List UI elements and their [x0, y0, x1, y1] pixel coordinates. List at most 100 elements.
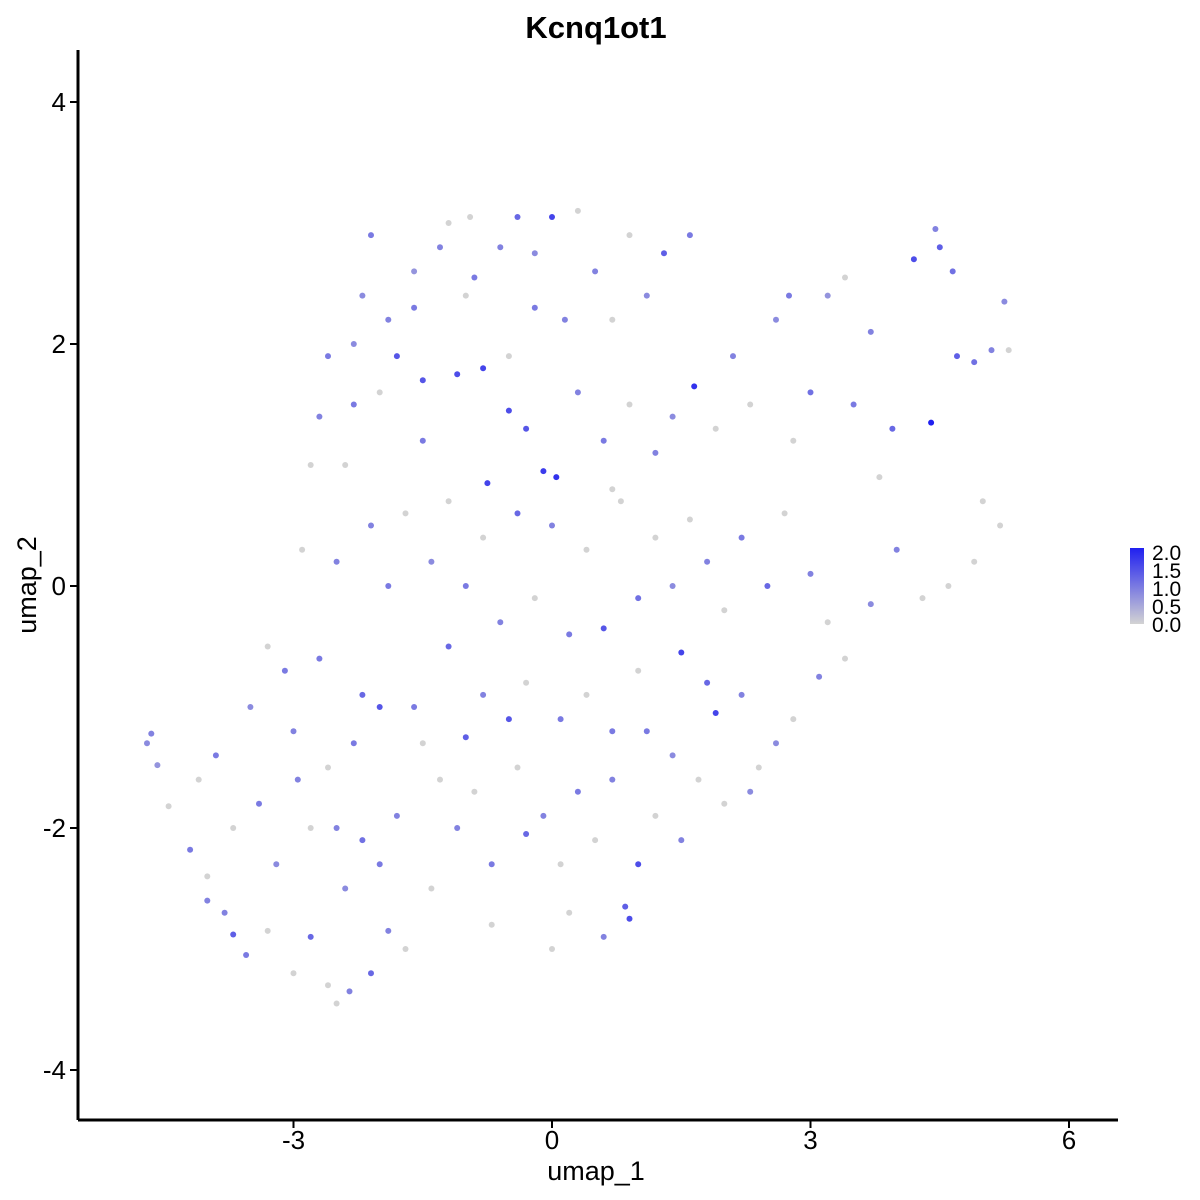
cell-point	[583, 546, 590, 553]
cell-point	[574, 207, 581, 214]
cell-point	[773, 316, 779, 323]
cell-point	[419, 377, 426, 384]
cell-point	[652, 534, 659, 541]
cell-point	[505, 353, 512, 360]
cell-point	[333, 1000, 340, 1007]
cell-point	[635, 861, 642, 868]
cell-point	[652, 812, 659, 819]
cell-point	[807, 570, 814, 577]
cell-point	[531, 304, 538, 311]
cell-point	[454, 371, 461, 378]
cell-point	[294, 776, 301, 783]
cell-point	[695, 776, 702, 783]
cell-point	[325, 764, 331, 771]
y-ticks: -4 -2 0 2 4	[43, 87, 78, 1085]
cell-point	[342, 462, 349, 468]
y-tick-label: -2	[43, 813, 66, 843]
cell-point	[350, 401, 357, 408]
cell-point	[264, 643, 271, 650]
cell-point	[531, 595, 538, 602]
cell-point	[471, 788, 478, 795]
cell-point	[1001, 298, 1008, 305]
cell-point	[592, 837, 599, 844]
cell-point	[549, 522, 555, 529]
legend-colorbar	[1130, 548, 1144, 624]
cell-point	[669, 413, 676, 420]
cell-point	[154, 762, 161, 769]
y-tick-label: 0	[52, 571, 66, 601]
cell-point	[721, 800, 728, 807]
cell-point	[428, 558, 435, 565]
cell-point	[385, 316, 392, 323]
cell-point	[686, 516, 693, 523]
cell-point	[669, 752, 676, 759]
cell-point	[462, 734, 469, 741]
cell-point	[325, 353, 331, 360]
cell-point	[230, 931, 237, 938]
cell-point	[437, 776, 443, 783]
cell-point	[290, 728, 297, 735]
chart-title: Kcnq1ot1	[525, 10, 666, 45]
cell-point	[247, 704, 254, 710]
cell-point	[730, 353, 736, 360]
cell-point	[773, 740, 779, 747]
legend-labels: 0.00.51.01.52.0	[1152, 542, 1181, 637]
cell-point	[299, 546, 306, 553]
cell-point	[144, 740, 150, 747]
cell-point	[480, 534, 487, 541]
y-tick-label: 4	[52, 87, 66, 117]
cell-point	[333, 558, 340, 565]
cell-point	[609, 776, 616, 783]
cell-point	[600, 625, 607, 632]
cell-point	[531, 250, 538, 257]
cell-point	[971, 359, 978, 366]
cell-point	[514, 764, 521, 771]
cell-point	[488, 861, 495, 868]
cell-point	[949, 268, 956, 275]
cell-point	[307, 825, 314, 831]
cell-point	[523, 425, 530, 432]
cell-point	[910, 256, 917, 263]
x-tick-label: -3	[282, 1125, 305, 1155]
cell-point	[781, 510, 788, 517]
cell-point	[505, 716, 512, 723]
cell-point	[635, 595, 642, 602]
cell-point	[212, 752, 219, 759]
cell-point	[445, 220, 452, 226]
cell-point	[316, 655, 323, 662]
cell-point	[230, 825, 237, 831]
cell-point	[561, 316, 568, 323]
cell-point	[816, 673, 823, 680]
cell-point	[454, 825, 461, 831]
cell-point	[609, 728, 616, 735]
cell-point	[549, 214, 555, 220]
cell-point	[480, 365, 487, 372]
cell-point	[523, 831, 530, 837]
cell-point	[393, 353, 400, 360]
cell-point	[488, 921, 495, 928]
y-axis-title: umap_2	[12, 536, 42, 634]
cell-point	[148, 730, 155, 737]
cell-point	[954, 353, 960, 360]
cell-point	[1005, 347, 1012, 354]
cell-point	[643, 292, 650, 299]
legend-label: 2.0	[1152, 542, 1181, 565]
cell-point	[790, 437, 797, 444]
cell-point	[165, 803, 172, 810]
cell-point	[574, 389, 581, 396]
cell-point	[557, 716, 564, 723]
cell-point	[471, 274, 478, 281]
cell-point	[445, 643, 452, 650]
cell-point	[652, 449, 659, 456]
cell-point	[889, 425, 896, 432]
cell-point	[600, 933, 607, 940]
cell-point	[514, 214, 521, 220]
cell-point	[549, 946, 555, 952]
cell-point	[786, 292, 792, 299]
cell-point	[467, 214, 474, 220]
y-tick-label: -4	[43, 1055, 66, 1085]
cell-point	[385, 927, 392, 934]
cell-point	[997, 522, 1004, 529]
cell-point	[738, 534, 745, 541]
